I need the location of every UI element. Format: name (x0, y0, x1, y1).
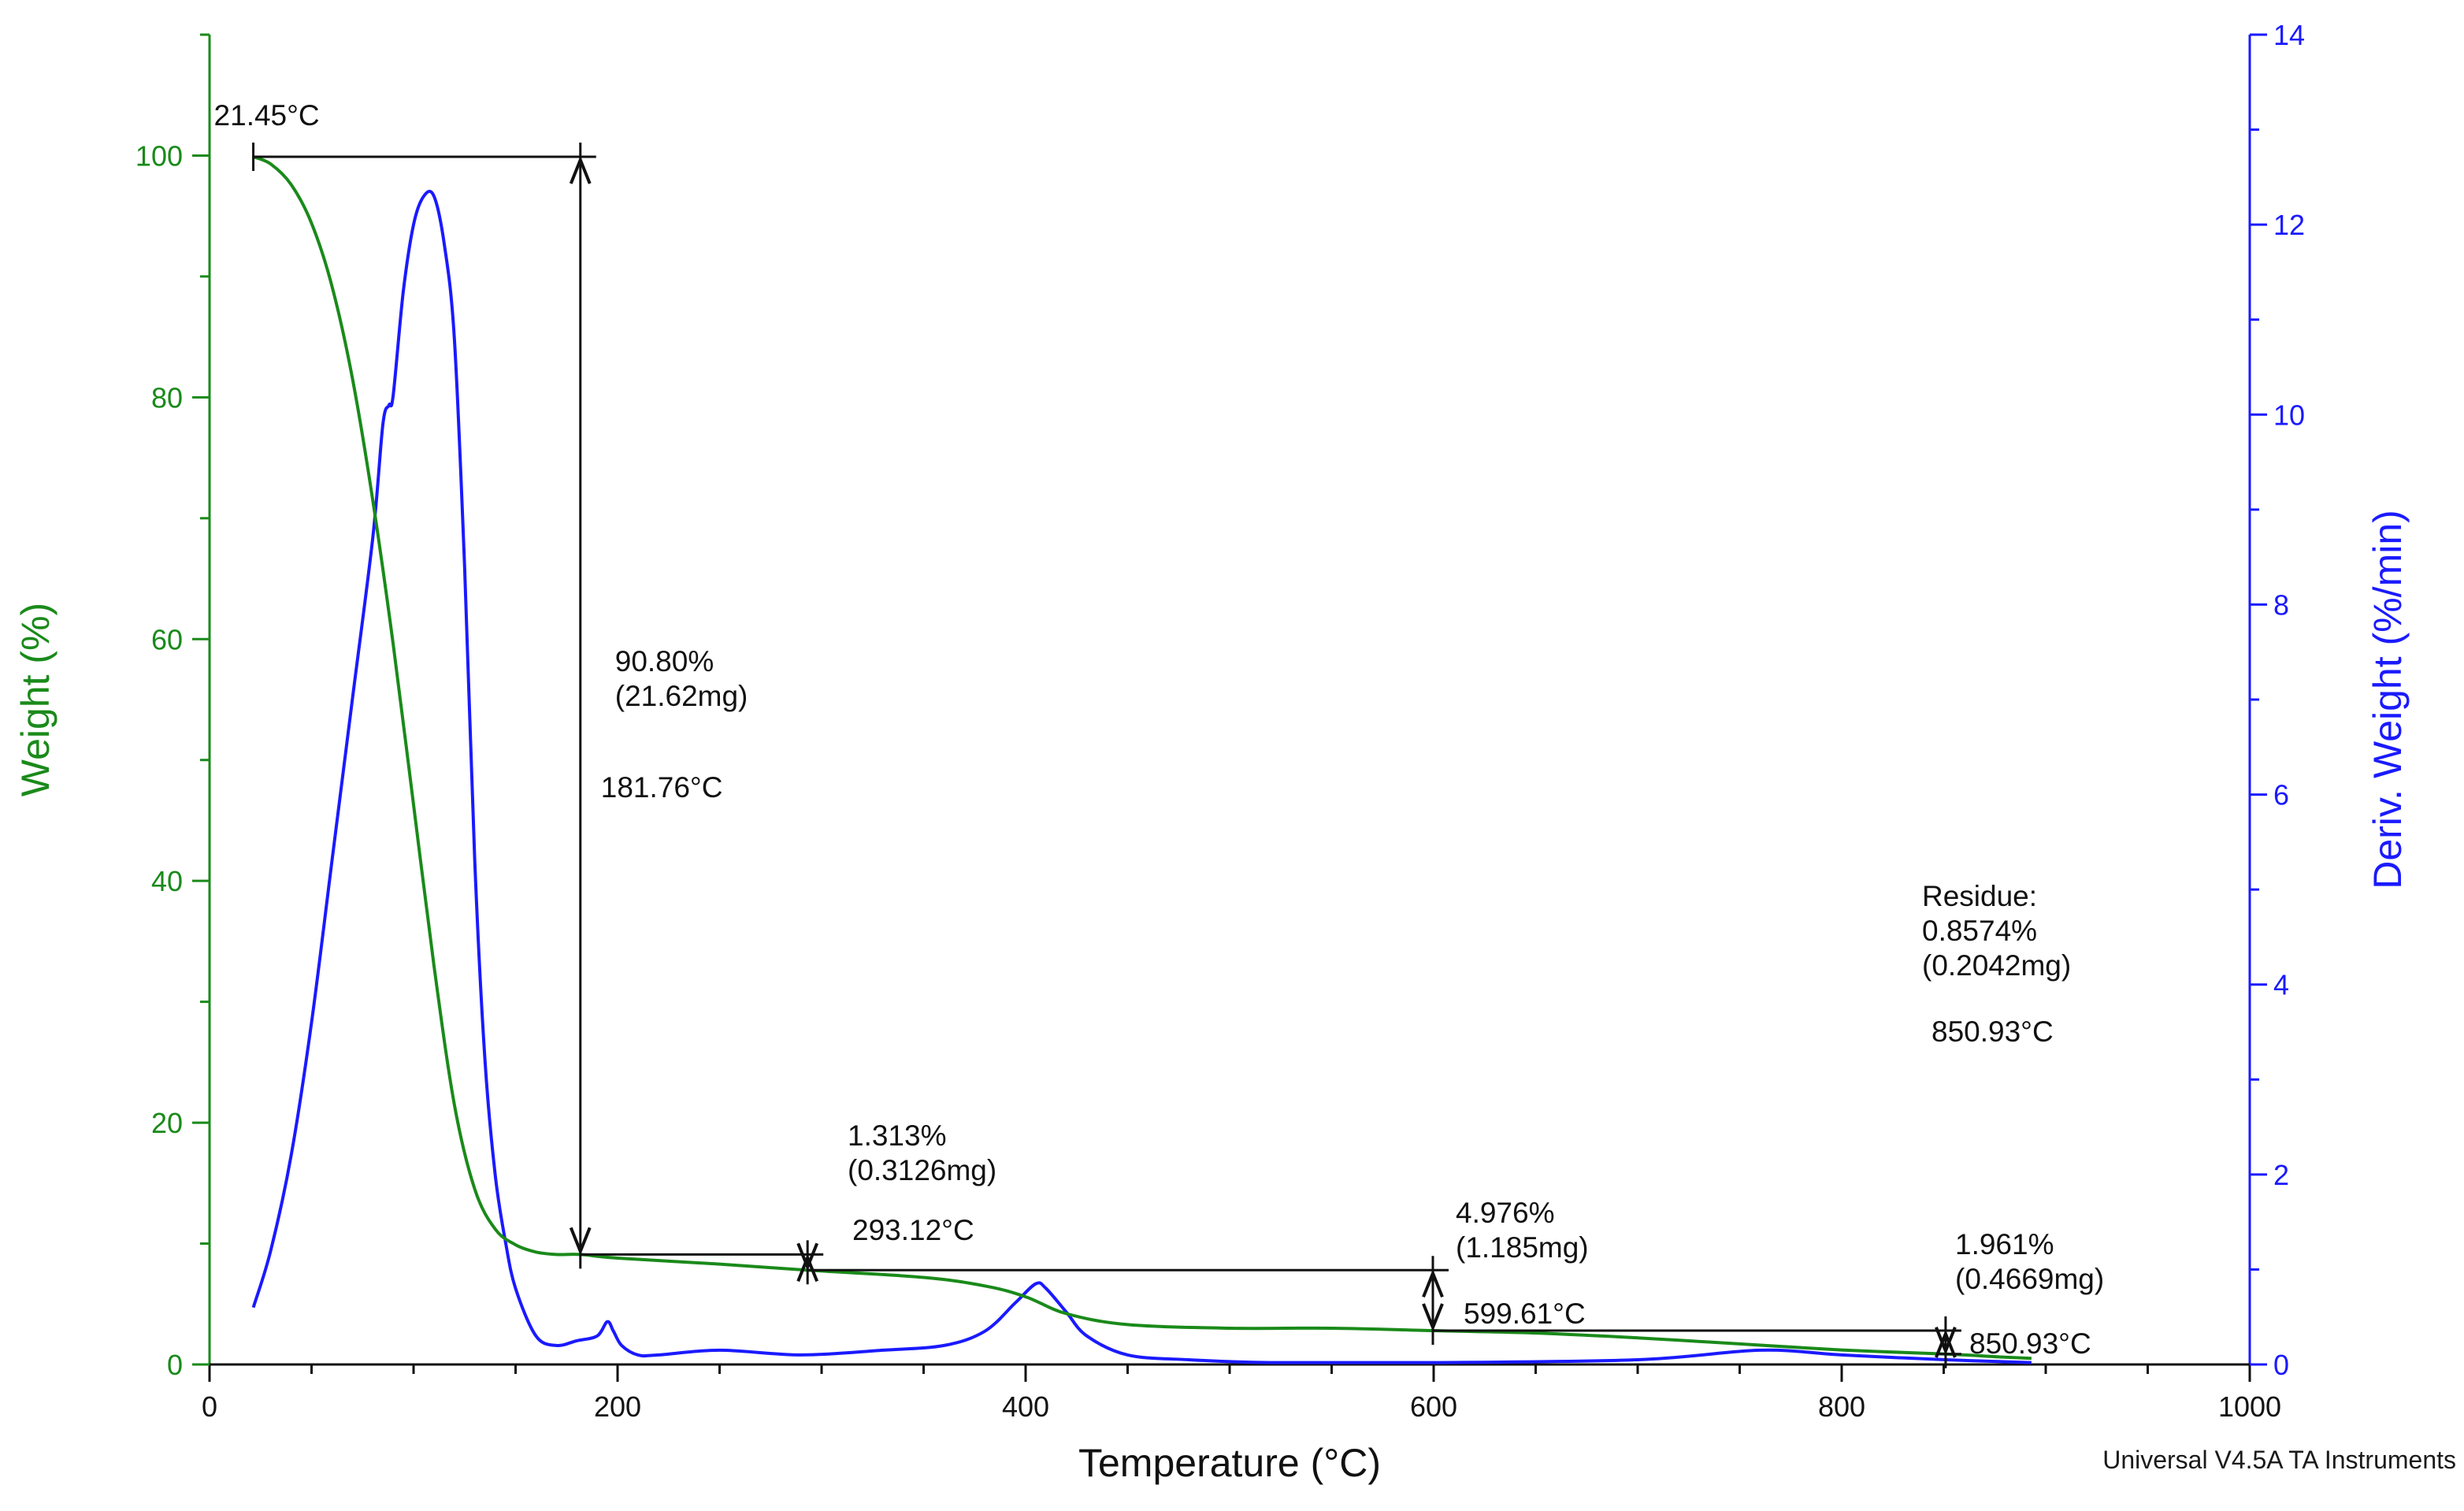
y-right-tick-label: 0 (2273, 1349, 2289, 1381)
step3-temperature-label: 599.61°C (1464, 1298, 1586, 1330)
step1-percent-label: 90.80% (615, 645, 714, 678)
y-left-tick-label: 40 (151, 865, 183, 897)
x-ticks: 0 200 400 600 800 1000 (202, 1364, 2281, 1423)
step3-arrow-top (1422, 1268, 1444, 1298)
step2-arrow-top (796, 1253, 819, 1283)
x-tick-label: 200 (594, 1390, 641, 1423)
y-left-tick-label: 60 (151, 623, 183, 655)
step3-arrow-bottom (1422, 1303, 1444, 1332)
step2-temperature-label: 293.12°C (852, 1214, 974, 1246)
step1-arrow-bottom (569, 1227, 592, 1256)
step2-percent-label: 1.313% (848, 1119, 947, 1152)
y-left-tick-label: 100 (135, 139, 183, 172)
residue-mass-label: (0.2042mg) (1922, 949, 2071, 982)
y-right-tick-label: 10 (2273, 399, 2305, 431)
deriv-weight-series-line (251, 189, 2032, 1365)
y-right-tick-label: 8 (2273, 588, 2289, 621)
y-right-tick-label: 12 (2273, 209, 2305, 241)
step2-arrow-bottom (796, 1242, 819, 1272)
y-right-tick-label: 4 (2273, 969, 2289, 1001)
y-right-axis-title: Deriv. Weight (%/min) (2366, 510, 2410, 889)
step1-mass-label: (21.62mg) (615, 680, 748, 712)
step4-arrow-top (1935, 1329, 1957, 1358)
y-right-tick-label: 6 (2273, 779, 2289, 811)
residue-temperature-label: 850.93°C (1931, 1015, 2054, 1048)
x-tick-label: 800 (1818, 1390, 1865, 1423)
x-tick-label: 400 (1002, 1390, 1049, 1423)
x-axis-title: Temperature (°C) (1078, 1441, 1381, 1485)
step3-percent-label: 4.976% (1456, 1197, 1555, 1229)
weight-series-line (252, 155, 2032, 1361)
start-temperature-label: 21.45°C (214, 99, 320, 132)
y-right-tick-label: 2 (2273, 1159, 2289, 1191)
step4-percent-label: 1.961% (1955, 1228, 2054, 1260)
step4-arrow-bottom (1935, 1327, 1957, 1356)
y-left-axis-title: Weight (%) (13, 603, 58, 796)
y-left-tick-label: 0 (167, 1349, 183, 1381)
y-left-tick-label: 20 (151, 1107, 183, 1139)
y-right-ticks: 0 2 4 6 8 10 12 14 (2250, 19, 2305, 1381)
x-tick-label: 600 (1410, 1390, 1457, 1423)
step1-temperature-label: 181.76°C (601, 771, 723, 804)
residue-percent-label: 0.8574% (1922, 915, 2037, 947)
y-left-ticks: 0 20 40 60 80 100 (135, 33, 210, 1381)
y-right-tick-label: 14 (2273, 19, 2305, 51)
step1-arrow-top (569, 155, 592, 184)
step-annotations (252, 142, 1961, 1368)
y-left-tick-label: 80 (151, 381, 183, 414)
residue-title: Residue: (1922, 880, 2037, 912)
step4-temperature-label: 850.93°C (1969, 1327, 2091, 1360)
step2-mass-label: (0.3126mg) (848, 1154, 996, 1186)
instrument-footer: Universal V4.5A TA Instruments (2102, 1446, 2456, 1474)
x-tick-label: 1000 (2218, 1390, 2281, 1423)
step4-mass-label: (0.4669mg) (1955, 1263, 2104, 1295)
x-tick-label: 0 (202, 1390, 217, 1423)
step3-mass-label: (1.185mg) (1456, 1231, 1589, 1264)
